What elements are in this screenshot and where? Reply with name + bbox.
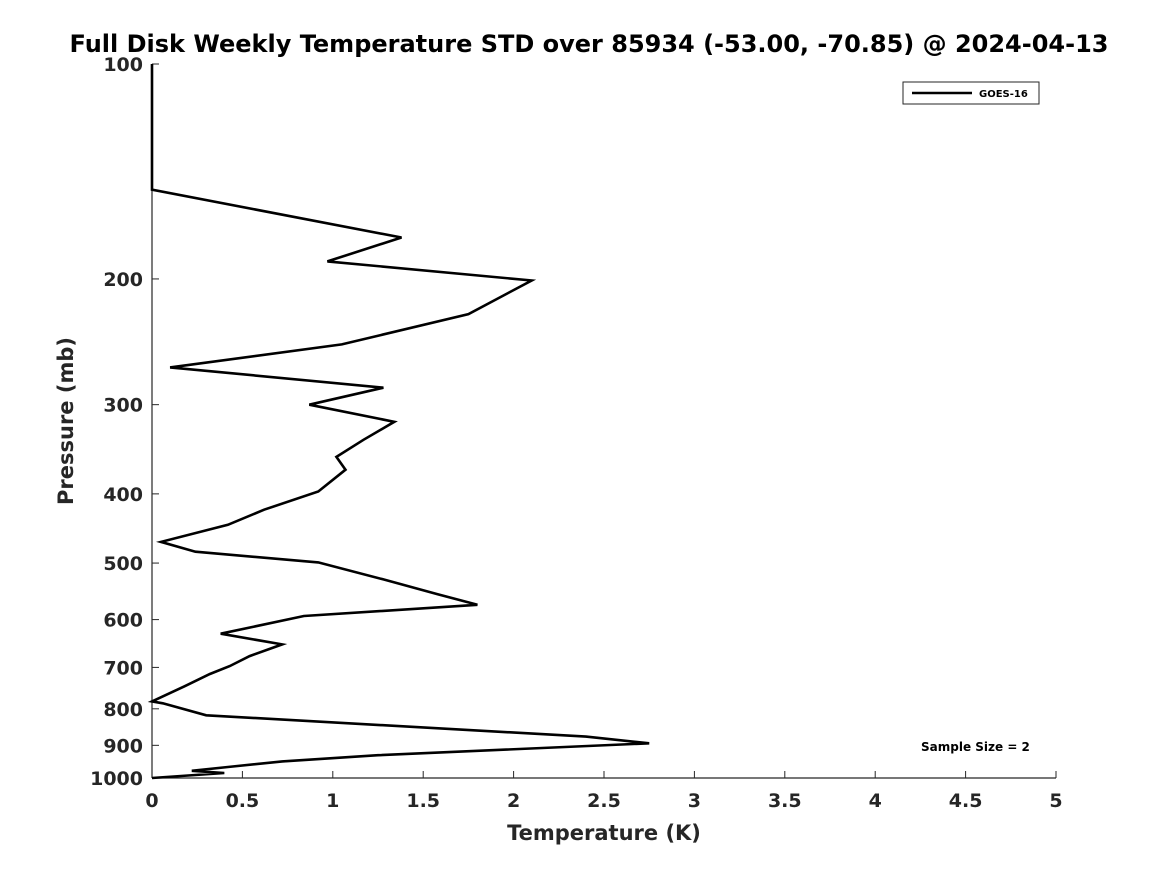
y-tick-label: 500 — [103, 553, 143, 575]
y-tick-label: 900 — [103, 735, 143, 757]
x-axis-ticks: 0 0.5 1 1.5 2 2.5 3 3.5 4 4.5 5 — [145, 771, 1063, 812]
x-tick-label: 3 — [688, 790, 701, 812]
y-axis-ticks: 100 200 300 400 500 600 700 800 900 1000 — [90, 54, 159, 790]
chart-title: Full Disk Weekly Temperature STD over 85… — [70, 30, 1109, 58]
x-tick-label: 3.5 — [768, 790, 802, 812]
x-tick-label: 4 — [869, 790, 882, 812]
y-tick-label: 800 — [103, 699, 143, 721]
x-tick-label: 4.5 — [949, 790, 983, 812]
sample-size-annotation: Sample Size = 2 — [921, 740, 1030, 754]
y-tick-label: 300 — [103, 395, 143, 417]
legend-label: GOES-16 — [979, 89, 1028, 100]
y-tick-label: 400 — [103, 484, 143, 506]
legend: GOES-16 — [902, 81, 1040, 105]
x-tick-label: 0.5 — [226, 790, 260, 812]
y-tick-label: 100 — [103, 54, 143, 76]
y-tick-label: 1000 — [90, 768, 143, 790]
y-tick-label: 600 — [103, 610, 143, 632]
x-tick-label: 0 — [145, 790, 158, 812]
y-axis-label: Pressure (mb) — [54, 337, 78, 505]
x-tick-label: 2 — [507, 790, 520, 812]
x-tick-label: 2.5 — [587, 790, 621, 812]
y-tick-label: 700 — [103, 657, 143, 679]
x-tick-label: 1.5 — [406, 790, 440, 812]
y-tick-label: 200 — [103, 269, 143, 291]
x-tick-label: 5 — [1049, 790, 1062, 812]
x-tick-label: 1 — [326, 790, 339, 812]
series-line-goes-16 — [147, 64, 650, 780]
x-axis-label: Temperature (K) — [507, 821, 701, 845]
